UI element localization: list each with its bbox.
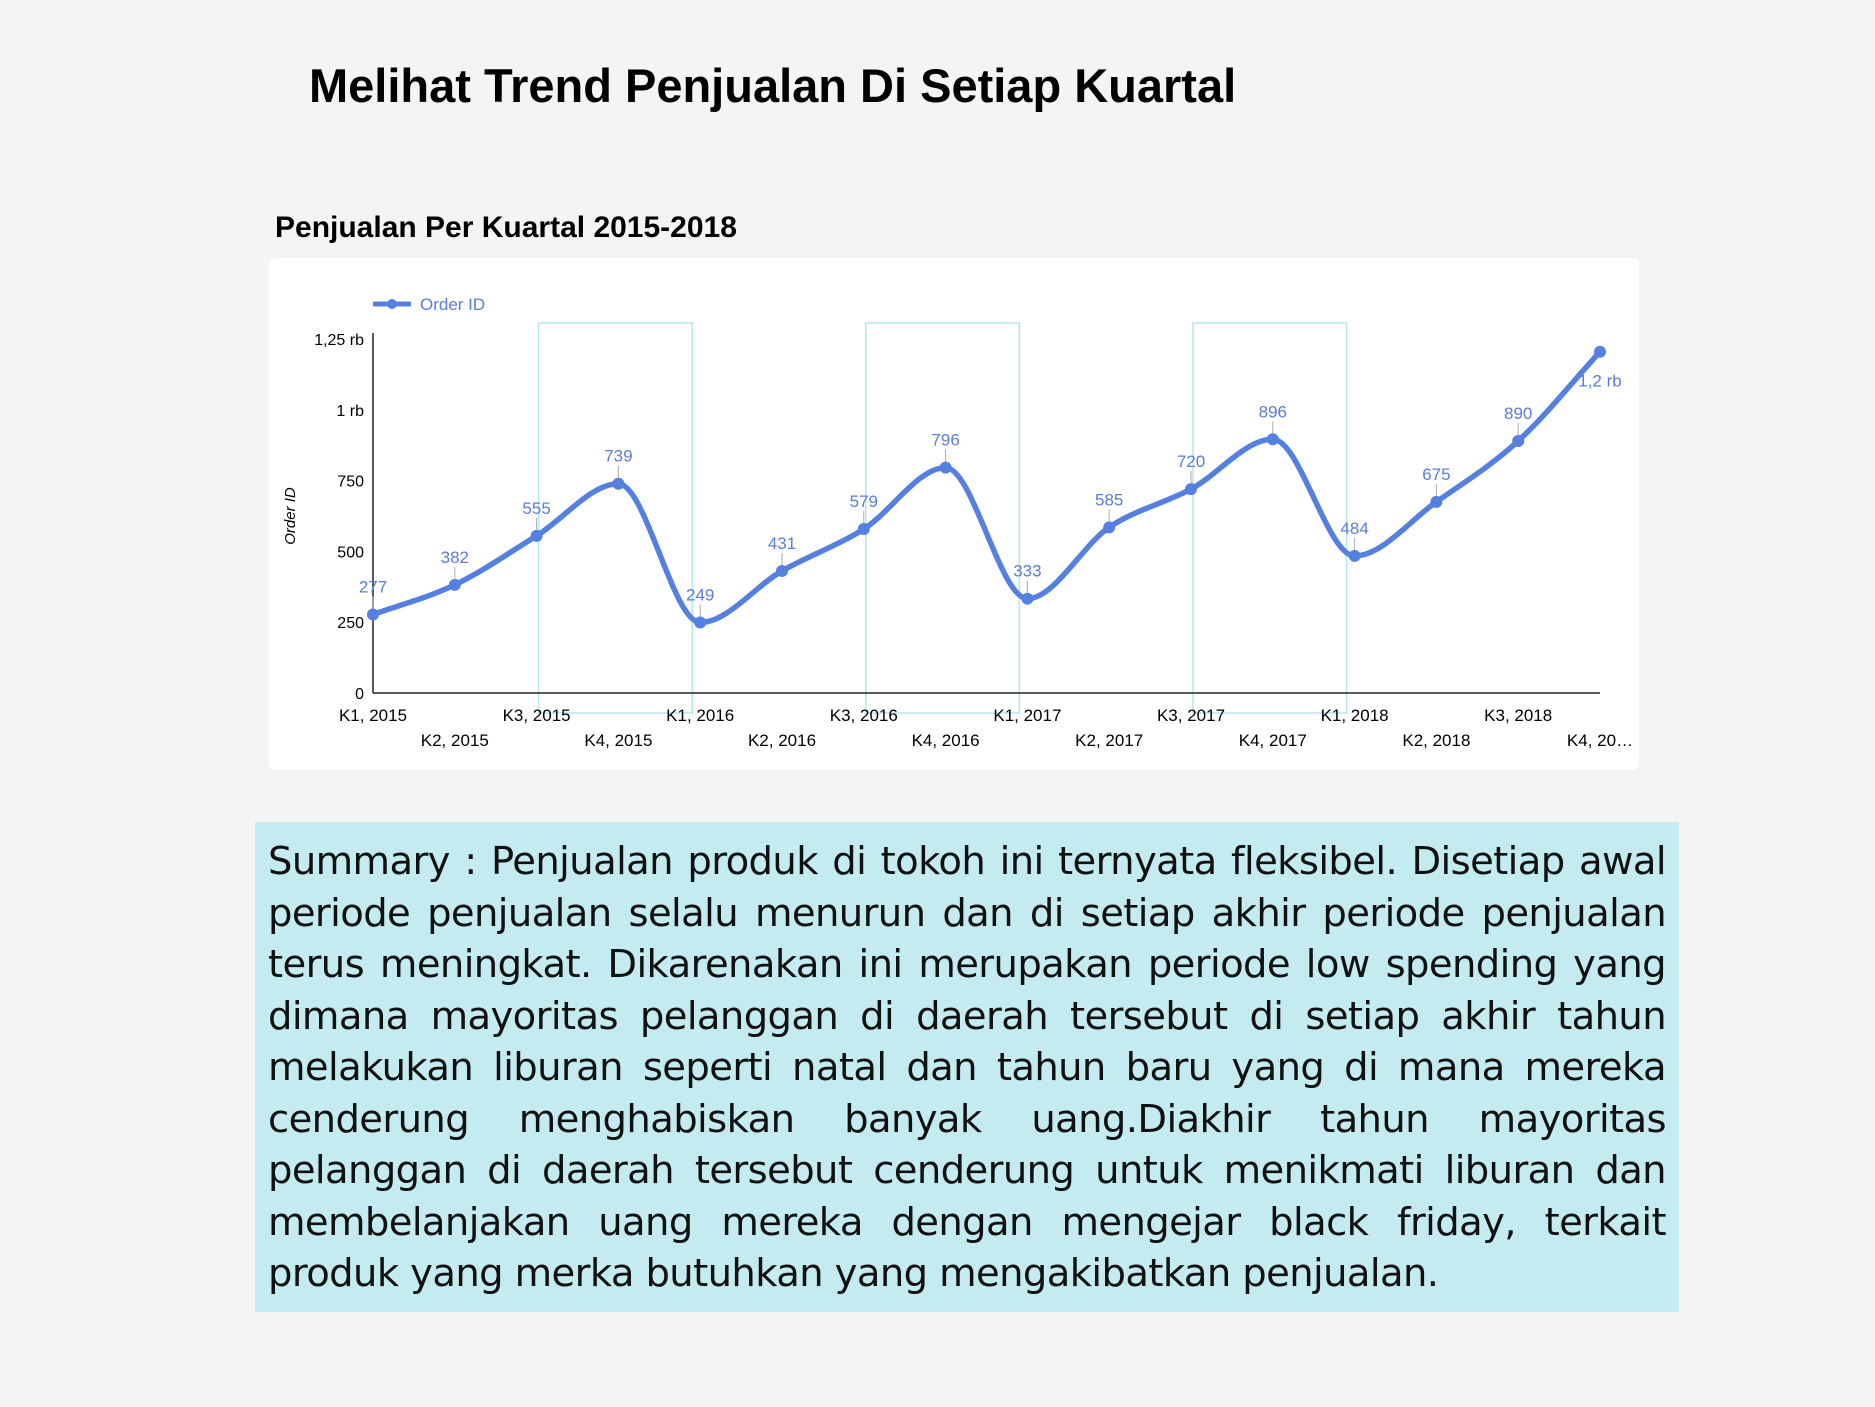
data-label: 739 [604,447,632,466]
data-point[interactable] [694,616,707,629]
page-title: Melihat Trend Penjualan Di Setiap Kuarta… [309,59,1237,112]
x-tick-label: K4, 2015 [584,731,652,750]
data-point[interactable] [1430,495,1443,508]
data-label: 382 [441,548,469,567]
highlight-bands [537,322,1348,714]
y-tick-label: 0 [355,686,364,703]
x-tick-label: K1, 2016 [666,706,734,725]
data-label: 333 [1013,562,1041,581]
data-point[interactable] [367,608,379,621]
y-tick-label: 500 [337,544,364,561]
highlight-band-2 [865,322,1021,714]
data-point[interactable] [939,461,952,474]
data-label: 249 [686,585,714,604]
y-tick-label: 250 [337,615,364,632]
y-tick-label: 1,25 rb [314,332,364,349]
x-tick-label: K4, 20… [1567,731,1633,750]
data-point[interactable] [857,523,870,536]
x-tick-label: K4, 2017 [1239,731,1307,750]
x-tick-labels: K1, 2015 K2, 2015 K3, 2015 K4, 2015 K1, 2016… [339,706,1633,750]
data-point[interactable] [1021,592,1034,605]
data-point[interactable] [1185,483,1197,496]
chart-legend[interactable]: Order ID [373,295,485,314]
y-tick-labels: 0 250 500 750 1 rb 1,25 rb [314,332,364,703]
data-point[interactable] [776,564,788,577]
data-label: 431 [768,534,796,553]
y-tick-label: 750 [337,474,364,491]
data-label: 579 [850,492,878,511]
y-tick-label: 1 rb [336,403,364,420]
x-tick-label: K3, 2018 [1484,706,1552,725]
data-label: 720 [1177,452,1205,471]
data-label: 675 [1422,465,1450,484]
y-axis-label: Order ID [282,487,299,545]
summary-text: Summary : Penjualan produk di tokoh ini … [268,839,1667,1296]
data-label: 890 [1504,404,1532,423]
data-label: 277 [359,578,387,597]
data-label: 896 [1259,402,1287,421]
data-label: 1,2 rb [1578,372,1621,391]
legend-dot-swatch [387,299,397,309]
data-points [367,345,1606,629]
series-order-id [370,348,1603,626]
data-point[interactable] [1103,521,1116,534]
data-point[interactable] [448,578,461,591]
highlight-band-1 [537,322,693,714]
data-point[interactable] [1266,433,1279,446]
x-tick-label: K3, 2016 [830,706,898,725]
series-line-order-id [370,348,1603,626]
data-label: 484 [1340,519,1368,538]
x-tick-label: K1, 2017 [993,706,1061,725]
x-tick-label: K4, 2016 [912,731,980,750]
data-point[interactable] [1512,434,1525,447]
data-label: 555 [522,499,550,518]
data-label: 796 [931,431,959,450]
data-point[interactable] [530,529,543,542]
data-labels: 277 382 555 739 249 431 579 796 333 585 720 896 484 6… [359,372,1622,617]
summary-box: Summary : Penjualan produk di tokoh ini … [255,822,1679,1312]
legend-label: Order ID [420,295,485,314]
data-label: 585 [1095,490,1123,509]
x-tick-label: K2, 2017 [1075,731,1143,750]
chart-axes [372,333,1600,694]
data-point[interactable] [612,477,625,490]
x-tick-label: K1, 2018 [1321,706,1389,725]
highlight-band-3 [1192,322,1348,714]
x-tick-label: K3, 2015 [503,706,571,725]
x-tick-label: K2, 2018 [1402,731,1470,750]
x-tick-label: K1, 2015 [339,706,407,725]
chart-card: Order ID 0 250 500 750 1 rb 1,25 rb K1, 2015 K… [269,258,1639,770]
x-tick-label: K2, 2016 [748,731,816,750]
x-tick-label: K3, 2017 [1157,706,1225,725]
x-tick-label: K2, 2015 [421,731,489,750]
data-point[interactable] [1348,549,1361,562]
data-point[interactable] [1594,345,1606,358]
chart-title: Penjualan Per Kuartal 2015-2018 [275,211,737,244]
